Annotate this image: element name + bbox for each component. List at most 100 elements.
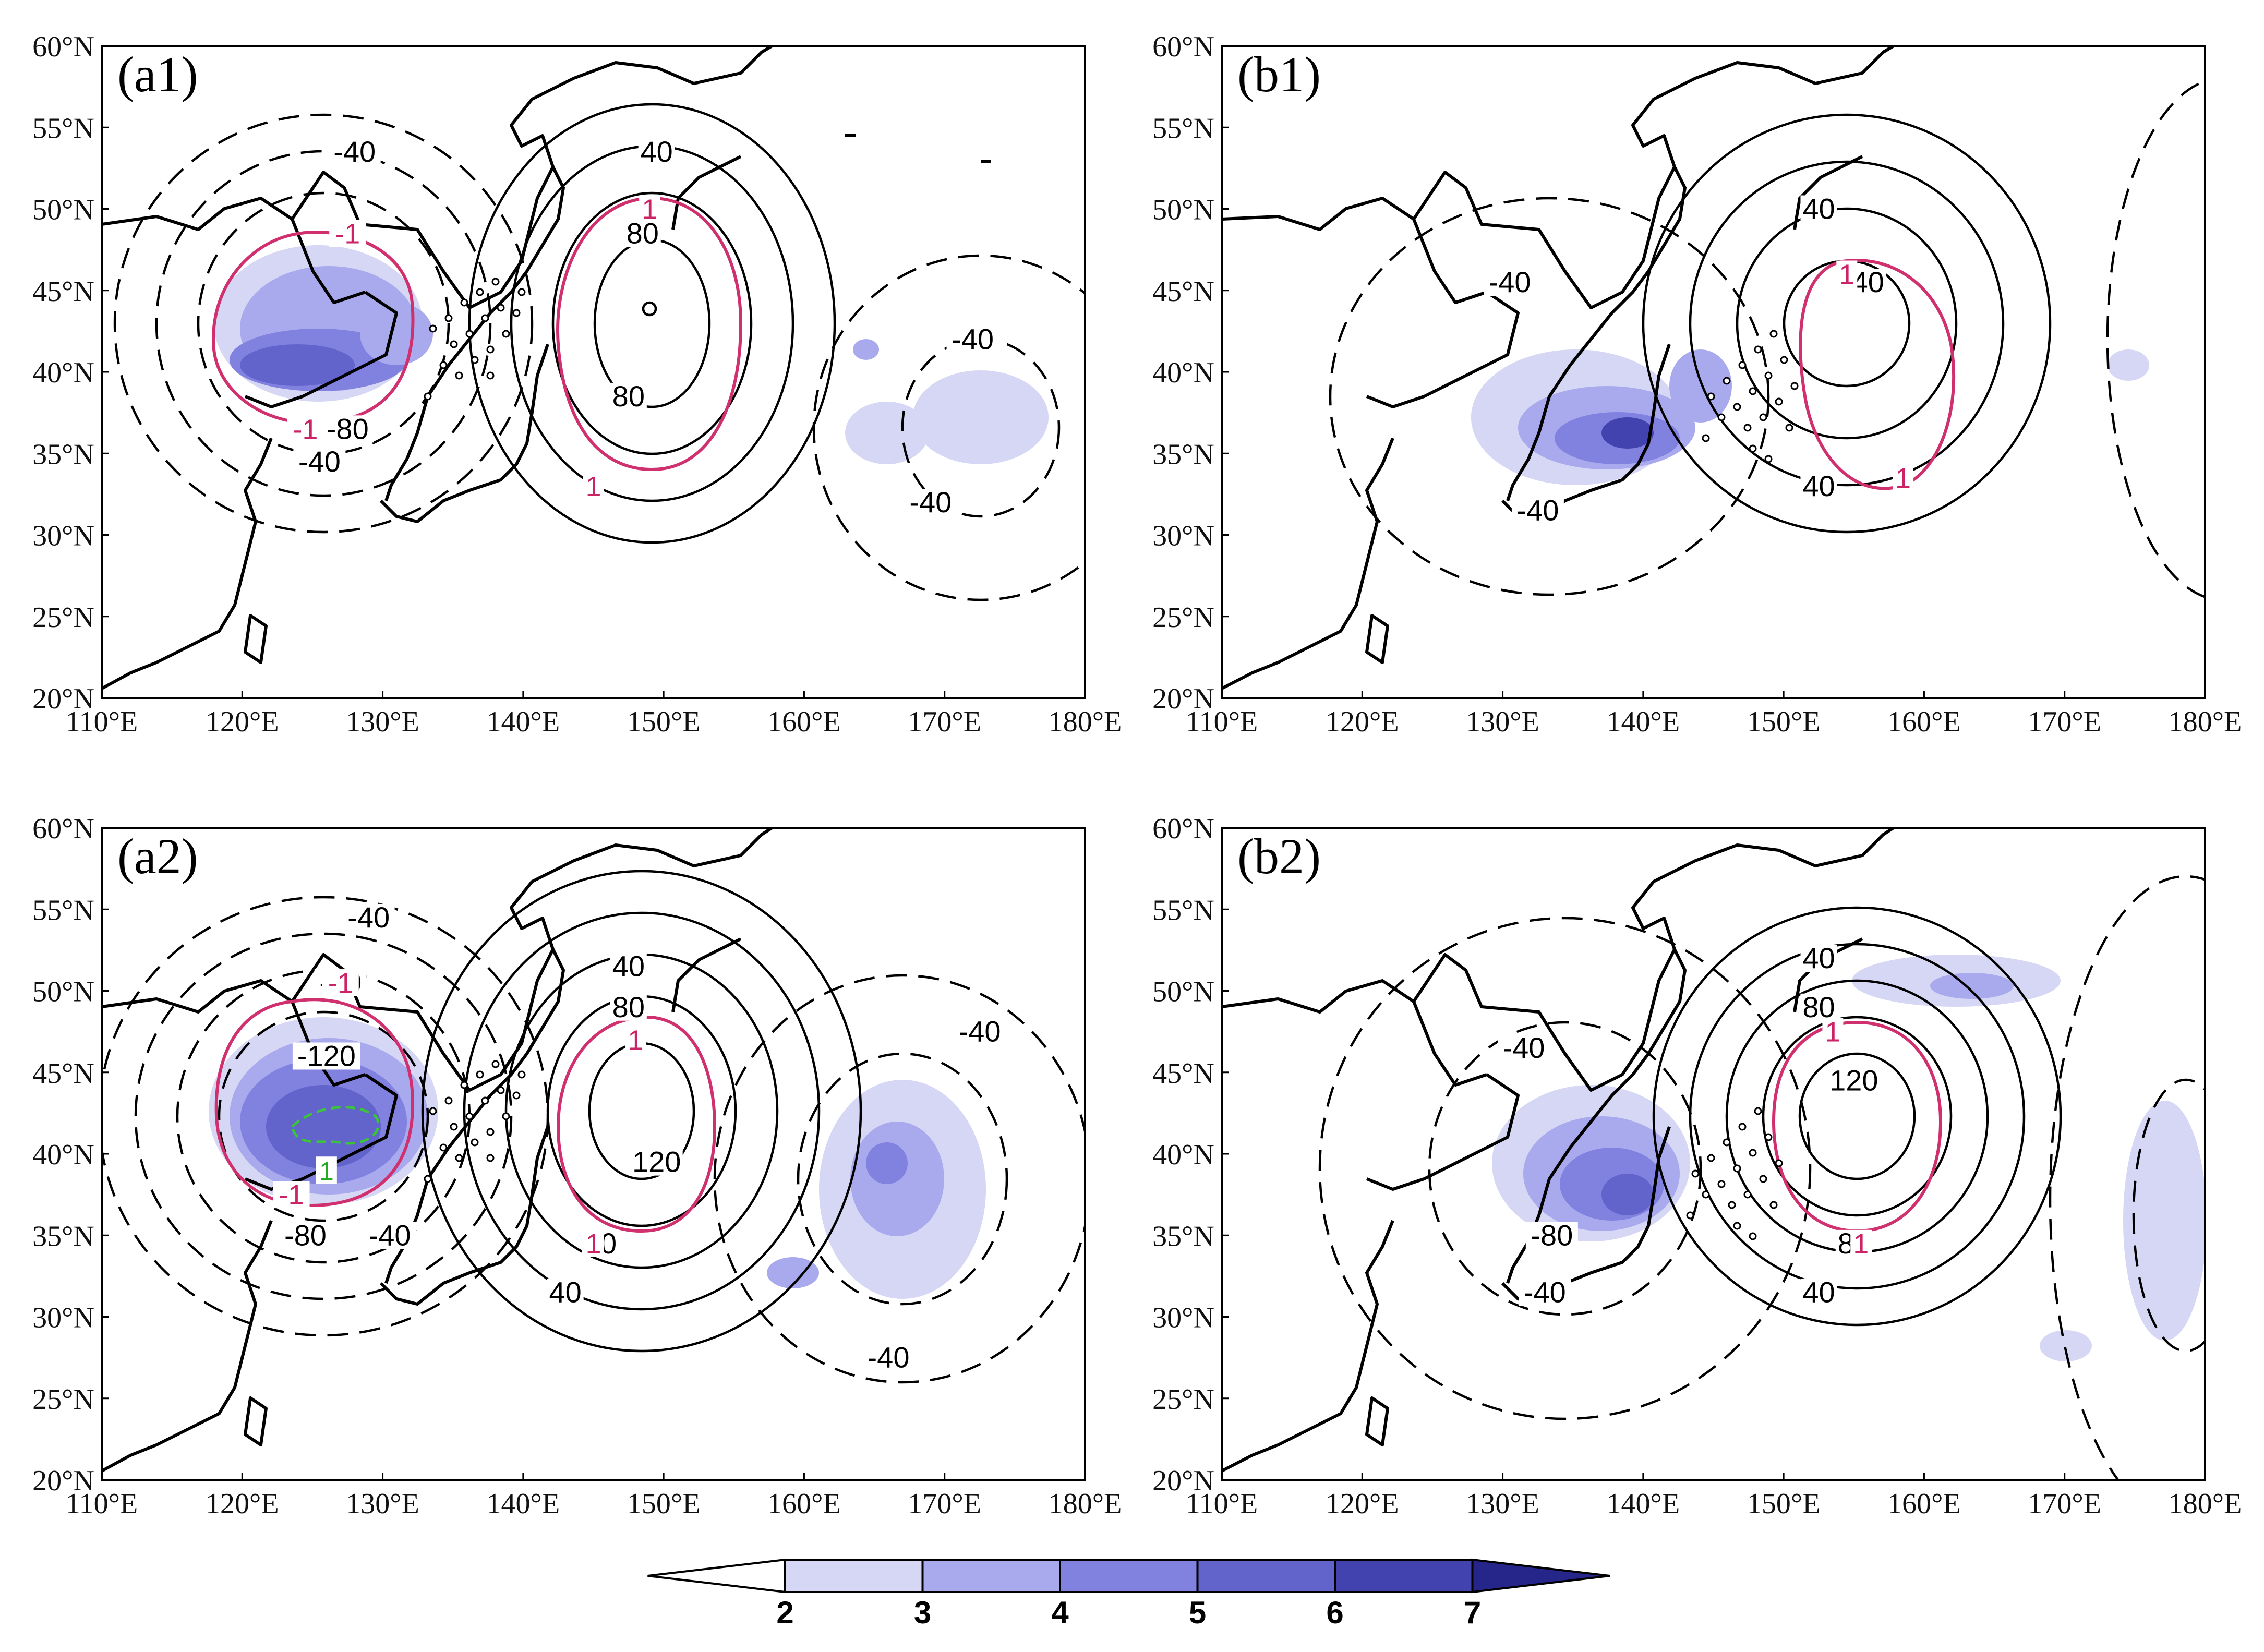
colorbar-label: 2 [776,1595,793,1630]
contour-label-bg [904,489,957,516]
lon-tick-label: 130°E [346,1488,419,1520]
lat-tick-label: 25°N [32,1383,94,1416]
lon-tick-label: 160°E [767,706,841,738]
lon-tick-label: 150°E [627,706,701,738]
lon-tick-label: 130°E [1466,1488,1539,1520]
contour-label-bg [1525,1222,1578,1249]
lon-tick-label: 120°E [206,1488,279,1520]
lat-tick-label: 30°N [32,1302,94,1334]
pink-contour-label: -1 [328,968,353,999]
lat-tick-label: 40°N [1152,1139,1214,1171]
lat-tick-label: 45°N [32,1057,94,1090]
lat-tick-label: 25°N [32,601,94,634]
contour-label: 40 [1802,469,1835,502]
contour-label: -80 [284,1219,327,1251]
contour-label: 120 [1829,1064,1878,1096]
colorbar-label: 6 [1326,1595,1343,1630]
contour-label: -40 [1524,1276,1566,1309]
dashed-contours [1329,80,2205,598]
lat-tick-label: 25°N [1152,1383,1214,1416]
pink-contour-label: -1 [279,1179,304,1211]
lat-tick-label: 20°N [1152,683,1214,715]
pink-contour-label: -1 [335,218,360,249]
lon-tick-labels: 110°E 120°E 130°E 140°E 150°E 160°E 170°E 180°E [66,691,1122,738]
lon-tick-label: 150°E [1747,706,1821,738]
colorbar-label: 5 [1189,1595,1206,1630]
lat-tick-label: 25°N [1152,601,1214,634]
lon-tick-labels: 110°E 120°E 130°E 140°E 150°E 160°E 170°E 180°E [1186,1473,2242,1520]
contour-label: -40 [298,445,341,478]
colorbar-box [1334,1559,1474,1593]
lat-tick-label: 50°N [32,976,94,1008]
precip-shading [1492,955,2205,1361]
lon-tick-label: 120°E [206,706,279,738]
lon-tick-label: 160°E [1887,1488,1961,1520]
contour-label-bg [1519,1279,1571,1306]
green-contour-label-bg [316,1156,337,1184]
pink-contour-label: 1 [585,471,601,502]
pink-contour-label-bg [322,969,359,996]
lat-tick-label: 30°N [1152,1302,1214,1334]
pink-contour-label: 1 [1853,1228,1869,1260]
lon-tick-label: 140°E [1607,706,1680,738]
pink-contours [214,998,717,1233]
lat-tick-label: 55°N [1152,894,1214,926]
contour-label-bg [279,1222,332,1249]
contour-label-bg [292,1042,360,1070]
contour-label: 40 [1802,1276,1835,1309]
station-dots [424,1060,526,1183]
lat-tick-label: 55°N [1152,112,1214,144]
contour-label: 40 [1802,942,1835,974]
lat-tick-label: 45°N [1152,1057,1214,1090]
pink-contour-label-bg [625,1026,646,1054]
pink-contour-label-bg [1836,260,1858,288]
contour-label-bg [321,415,374,443]
lat-tick-label: 50°N [32,194,94,226]
contour-label: -40 [347,901,390,934]
lon-tick-label: 140°E [487,706,560,738]
lat-tick-label: 40°N [32,357,94,389]
contour-label-bg [624,220,661,247]
pink-contour-label-bg [1850,1229,1872,1257]
contour-label-bg [954,1018,1006,1045]
lon-tick-label: 150°E [1747,1488,1821,1520]
contour-label-bg [610,993,647,1021]
panel-label: (a1) [117,46,198,102]
lat-tick-label: 60°N [32,31,94,63]
pink-contour-label-bg [287,415,324,443]
panel-b2: (b2) 60°N 55°N 50°N 45°N 40°N 35°N 30°N 25°N 20°… [1152,813,2242,1520]
contour-label-bg [364,1222,416,1249]
contour-label-bg [1800,195,1837,223]
lon-tick-label: 180°E [2169,706,2242,738]
lat-tick-label: 50°N [1152,194,1214,226]
lat-tick-label: 40°N [1152,357,1214,389]
pink-contour-label: 1 [1825,1017,1840,1048]
panel-a1: (a1) 60°N 55°N 50°N 45°N 40°N 35°N 30°N 25°N 20°… [32,31,1122,738]
contour-label-bg [1800,1279,1837,1306]
lon-tick-labels: 110°E 120°E 130°E 140°E 150°E 160°E 170°E 180°E [66,1473,1122,1520]
coastlines [1222,46,1895,690]
lon-tick-labels: 110°E 120°E 130°E 140°E 150°E 160°E 170°E 180°E [1186,691,2242,738]
lat-tick-label: 35°N [1152,438,1214,471]
pink-contour-label: 1 [642,194,657,225]
contour-label: -40 [909,486,952,518]
solid-contours [468,103,836,544]
lat-tick-label: 60°N [1152,813,1214,845]
contour-label: -40 [1516,494,1559,527]
lat-tick-label: 50°N [1152,976,1214,1008]
lon-tick-label: 150°E [627,1488,701,1520]
contour-label-bg [328,138,381,166]
contour-label: 40 [641,135,673,168]
lat-tick-label: 35°N [32,1220,94,1252]
lon-tick-label: 180°E [1049,706,1122,738]
colorbar-label: 7 [1464,1595,1481,1630]
panel-label: (a2) [117,828,198,884]
contour-label: -40 [952,323,994,356]
lon-tick-label: 170°E [908,1488,981,1520]
lat-tick-label: 20°N [32,683,94,715]
station-dots [1702,330,1799,463]
lat-tick-label: 35°N [32,438,94,471]
lon-tick-label: 120°E [1326,1488,1399,1520]
